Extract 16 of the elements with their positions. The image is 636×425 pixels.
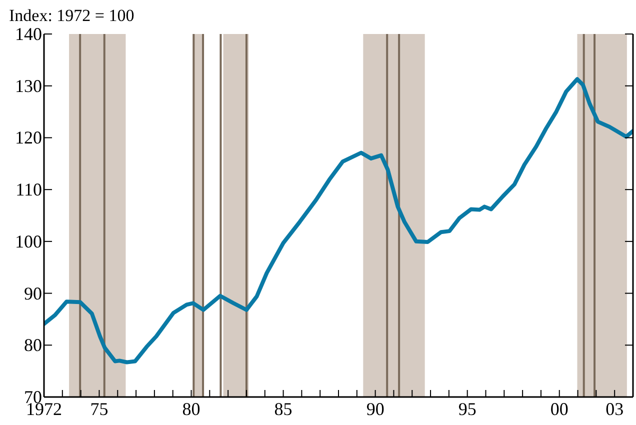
x-tick-label: 95 (458, 399, 476, 419)
line-series (44, 77, 633, 364)
y-tick-label: 120 (15, 128, 42, 148)
x-tick-label: 85 (274, 399, 292, 419)
x-tick-label: 75 (90, 399, 108, 419)
x-tick-label: 80 (182, 399, 200, 419)
y-tick-label: 90 (24, 283, 42, 304)
y-axis-title: Index: 1972 = 100 (9, 6, 134, 26)
y-tick-label: 130 (15, 76, 42, 96)
y-tick-label: 110 (16, 180, 42, 200)
x-tick-label: 90 (366, 399, 384, 419)
x-tick-label: 00 (550, 399, 568, 419)
y-tick-label: 80 (24, 335, 42, 356)
x-tick-label: 03 (606, 399, 624, 419)
y-tick-label: 100 (15, 231, 42, 252)
y-tick-label: 140 (15, 24, 42, 44)
